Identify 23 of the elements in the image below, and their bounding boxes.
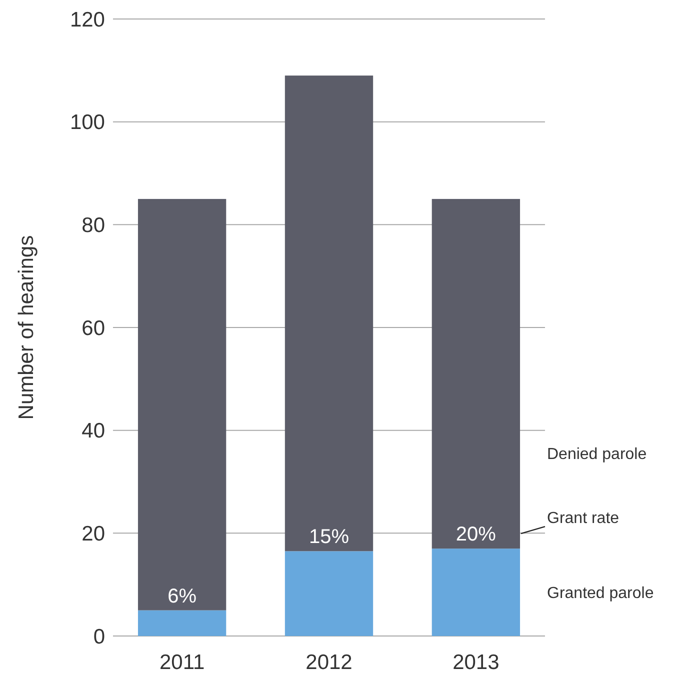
- x-tick-label: 2012: [306, 651, 352, 674]
- y-axis-title: Number of hearings: [15, 235, 38, 420]
- bar: [284, 551, 374, 636]
- y-tick-label: 80: [82, 214, 105, 238]
- y-tick-label: 40: [82, 420, 105, 443]
- bar: [432, 548, 520, 636]
- series-label: Denied parole: [547, 446, 647, 464]
- text: Grant rate: [547, 510, 620, 528]
- annotation: 6%: [168, 585, 197, 608]
- bar: [284, 76, 374, 552]
- bar: [138, 198, 226, 610]
- series-label: Granted parole: [547, 584, 654, 602]
- y-tick-label: 120: [70, 8, 105, 32]
- x-tick-label: 2011: [159, 651, 205, 674]
- bar: [138, 610, 226, 636]
- y-tick-label: 20: [82, 522, 105, 546]
- y-tick-label: 0: [93, 625, 105, 648]
- y-tick-label: 60: [82, 316, 105, 340]
- x-tick-label: 2013: [452, 651, 500, 674]
- annotation: 15%: [308, 526, 350, 548]
- y-tick-label: 100: [70, 111, 105, 134]
- annotation: 20%: [456, 524, 496, 546]
- bar: [432, 198, 520, 549]
